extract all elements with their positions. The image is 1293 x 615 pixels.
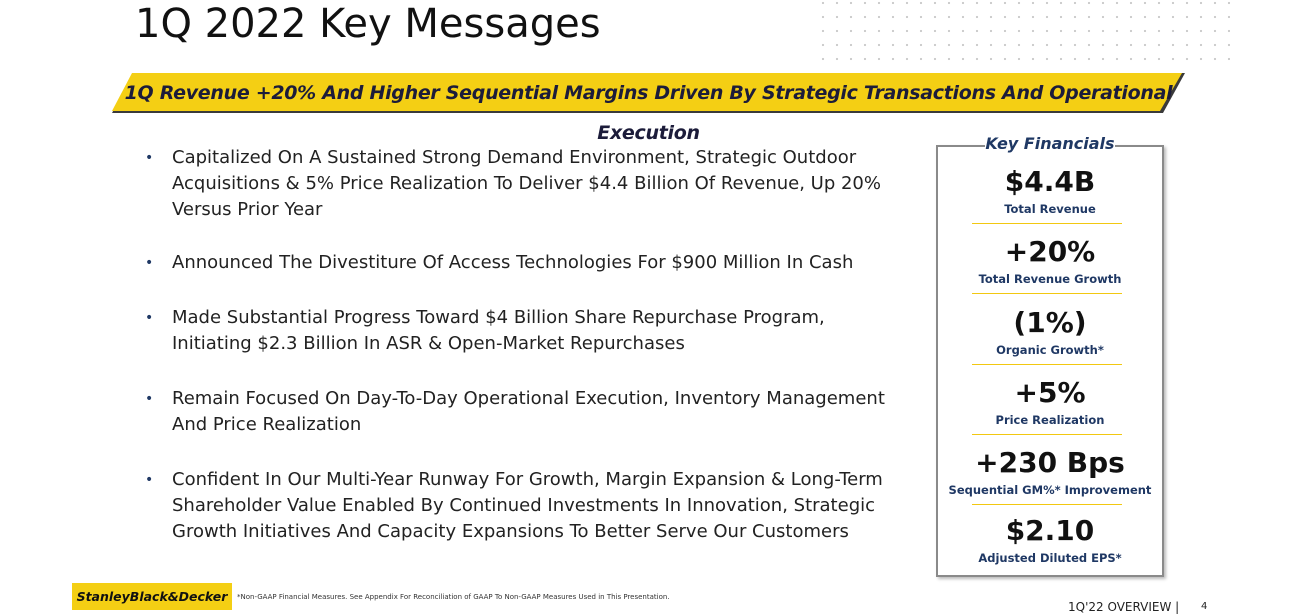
separator (972, 223, 1122, 224)
financial-label: Organic Growth* (996, 343, 1104, 357)
banner: 1Q Revenue +20% And Higher Sequential Ma… (124, 82, 1173, 144)
slide-title: 1Q 2022 Key Messages (135, 1, 601, 47)
page-number: 4 (1201, 601, 1208, 612)
financial-label: Sequential GM%* Improvement (948, 483, 1152, 497)
bullet-dot: • (145, 255, 154, 271)
financial-label: Adjusted Diluted EPS* (978, 551, 1122, 565)
bullet-item: • Confident In Our Multi-Year Runway For … (145, 467, 885, 545)
bullet-text: Made Substantial Progress Toward $4 Bill… (172, 307, 825, 354)
bullet-dot: • (145, 472, 154, 488)
financial-value: (1%) (1013, 306, 1087, 339)
banner-shape (112, 73, 1185, 113)
financial-value: +20% (1004, 235, 1096, 268)
dot-pattern (820, 0, 1230, 70)
financial-label: Total Revenue Growth (978, 272, 1122, 286)
bullet-item: • Remain Focused On Day-To-Day Operationa… (145, 386, 885, 438)
bullet-dot: • (145, 391, 154, 407)
bullet-item: • Made Substantial Progress Toward $4 Bil… (145, 305, 885, 357)
bullet-dot: • (145, 150, 154, 166)
bullet-text: Capitalized On A Sustained Strong Demand… (172, 147, 881, 220)
financial-value: $4.4B (1004, 165, 1096, 198)
financial-value: +230 Bps (975, 446, 1125, 479)
bullet-text: Remain Focused On Day-To-Day Operational… (172, 388, 885, 435)
separator (972, 364, 1122, 365)
financial-label: Price Realization (995, 413, 1105, 427)
bullet-item: • Announced The Divestiture Of Access Tec… (145, 250, 885, 276)
financial-value: +5% (1014, 376, 1086, 409)
bullet-item: • Capitalized On A Sustained Strong Deman… (145, 145, 885, 223)
section-label: 1Q'22 OVERVIEW | (1068, 600, 1180, 614)
bullet-text: Announced The Divestiture Of Access Tech… (172, 252, 854, 273)
footnote: *Non-GAAP Financial Measures. See Append… (237, 593, 670, 601)
separator (972, 434, 1122, 435)
separator (972, 293, 1122, 294)
bullet-dot: • (145, 310, 154, 326)
bullet-text: Confident In Our Multi-Year Runway For G… (172, 469, 883, 542)
financial-label: Total Revenue (1004, 202, 1096, 216)
separator (972, 504, 1122, 505)
key-financials-title: Key Financials (985, 133, 1115, 155)
logo: StanleyBlack&Decker (72, 583, 232, 610)
financial-value: $2.10 (1005, 514, 1095, 547)
